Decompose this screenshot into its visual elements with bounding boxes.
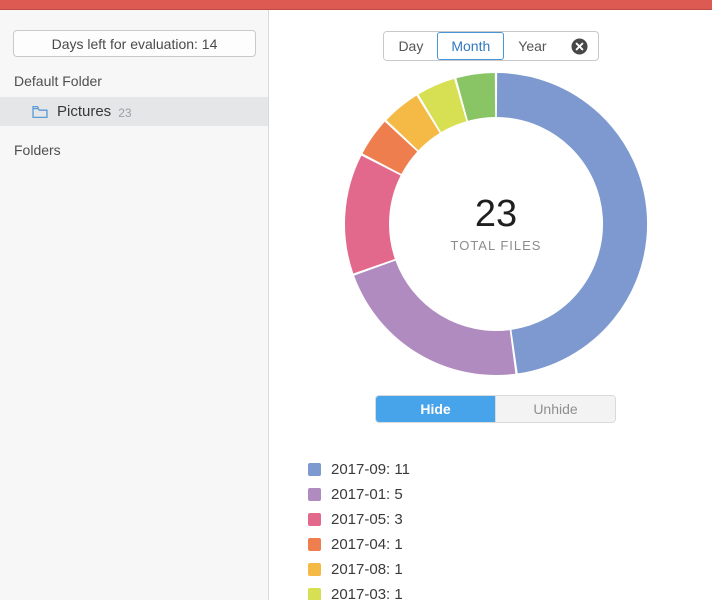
folder-icon [32, 105, 48, 118]
donut-segment-2017-01[interactable] [354, 260, 516, 375]
legend-item-2017-03[interactable]: 2017-03: 1 [308, 585, 410, 600]
folder-name: Pictures [57, 103, 112, 120]
legend-swatch [308, 512, 321, 526]
legend-item-2017-08[interactable]: 2017-08: 1 [308, 560, 410, 578]
legend-label: 2017-03: 1 [331, 585, 403, 600]
legend-swatch [308, 462, 321, 476]
evaluation-days-box: Days left for evaluation: 14 [13, 30, 256, 57]
legend-swatch [308, 487, 321, 501]
tab-day[interactable]: Day [384, 32, 438, 60]
legend-swatch [308, 587, 321, 600]
period-tabs-wrap: Day Month Year [270, 10, 712, 61]
donut-chart-svg [345, 73, 647, 375]
unhide-button[interactable]: Unhide [495, 396, 615, 422]
legend-label: 2017-04: 1 [331, 535, 403, 553]
sidebar: Days left for evaluation: 14 Default Fol… [0, 10, 269, 600]
close-icon [571, 38, 588, 54]
donut-segment-2017-04[interactable] [362, 121, 418, 175]
legend-label: 2017-05: 3 [331, 510, 403, 528]
close-button[interactable] [561, 32, 598, 60]
legend-label: 2017-09: 11 [331, 460, 410, 478]
donut-segment-2017-05[interactable] [345, 155, 401, 274]
sidebar-item-pictures[interactable]: Pictures 23 [0, 97, 268, 126]
legend-item-2017-09[interactable]: 2017-09: 11 [308, 460, 410, 478]
legend-item-2017-04[interactable]: 2017-04: 1 [308, 535, 410, 553]
legend-swatch [308, 562, 321, 576]
evaluation-days-text: Days left for evaluation: 14 [51, 35, 218, 52]
donut-chart: 23 TOTAL FILES [341, 69, 651, 379]
legend-item-2017-05[interactable]: 2017-05: 3 [308, 510, 410, 528]
donut-segment-2017-09[interactable] [496, 73, 647, 374]
hide-button[interactable]: Hide [376, 396, 495, 422]
legend-swatch [308, 537, 321, 551]
tab-month[interactable]: Month [437, 32, 505, 60]
folder-count-badge: 23 [118, 105, 132, 120]
legend-label: 2017-08: 1 [331, 560, 403, 578]
legend-item-2017-01[interactable]: 2017-01: 5 [308, 485, 410, 503]
donut-segment-2017-08[interactable] [386, 95, 441, 151]
hide-unhide-toggle: Hide Unhide [375, 395, 616, 423]
donut-segment-2017-03[interactable] [418, 78, 467, 133]
chart-legend: 2017-09: 11 2017-01: 5 2017-05: 3 2017-04: … [308, 460, 410, 600]
tab-year[interactable]: Year [504, 32, 561, 60]
top-accent-bar [0, 0, 712, 10]
legend-label: 2017-01: 5 [331, 485, 403, 503]
default-folder-section-label: Default Folder [14, 73, 102, 89]
main-panel: Day Month Year 23 TOTAL FILES Hid [270, 10, 712, 600]
donut-segment-other[interactable] [456, 73, 496, 121]
period-tabs-group: Day Month Year [383, 31, 599, 61]
folders-section-label: Folders [14, 142, 61, 158]
